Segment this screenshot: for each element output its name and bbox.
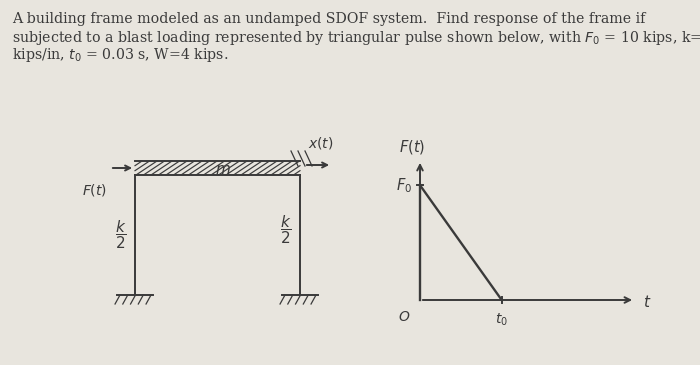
Text: $t_0$: $t_0$ [495,312,508,328]
Text: $F(t)$: $F(t)$ [82,182,107,198]
Text: $\dfrac{k}{2}$: $\dfrac{k}{2}$ [280,214,292,246]
Text: kips/in, $t_0$ = 0.03 s, W=4 kips.: kips/in, $t_0$ = 0.03 s, W=4 kips. [12,46,228,64]
Text: $O$: $O$ [398,310,410,324]
Text: $F(t)$: $F(t)$ [399,138,425,156]
Text: A building frame modeled as an undamped SDOF system.  Find response of the frame: A building frame modeled as an undamped … [12,12,645,26]
Text: subjected to a blast loading represented by triangular pulse shown below, with $: subjected to a blast loading represented… [12,29,700,47]
Text: $m$: $m$ [215,163,230,177]
Text: $t$: $t$ [643,294,652,310]
Text: $\dfrac{k}{2}$: $\dfrac{k}{2}$ [116,219,127,251]
Text: $x(t)$: $x(t)$ [308,135,334,151]
Text: $F_0$: $F_0$ [395,176,412,195]
